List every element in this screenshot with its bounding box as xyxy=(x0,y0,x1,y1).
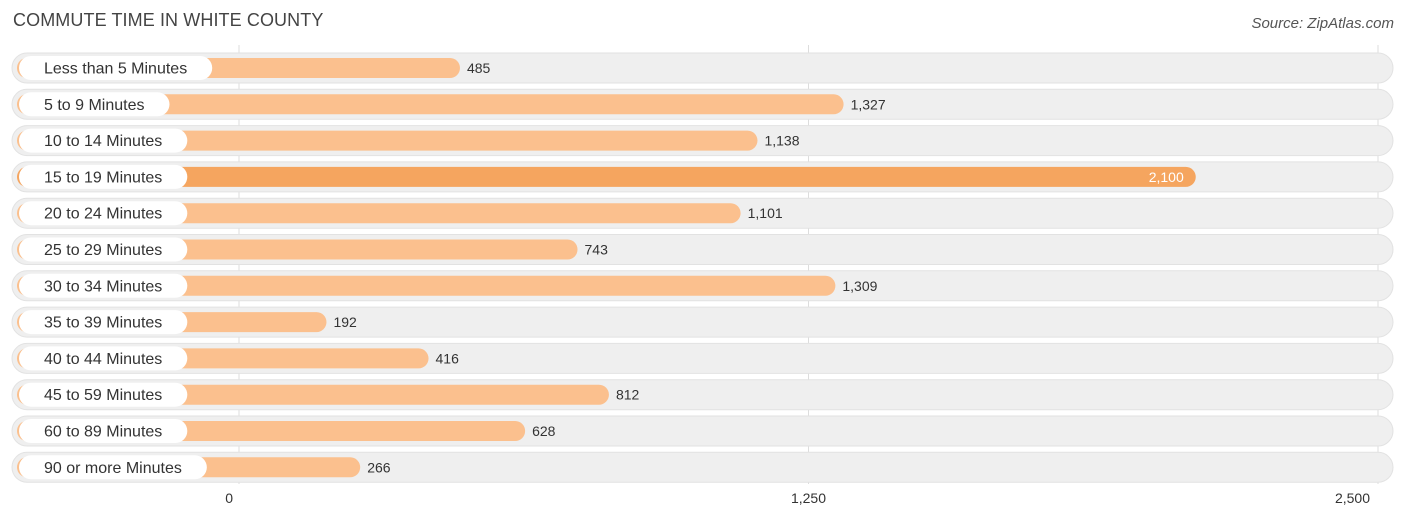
bar-row: 90 or more Minutes 266 xyxy=(11,451,1394,483)
category-label-pill xyxy=(19,310,188,335)
category-label: 40 to 44 Minutes xyxy=(44,351,162,368)
category-label: 10 to 14 Minutes xyxy=(44,133,162,150)
value-label: 416 xyxy=(436,350,460,366)
bar xyxy=(17,203,741,224)
value-label: 812 xyxy=(616,387,640,403)
category-label: Less than 5 Minutes xyxy=(44,61,187,78)
value-label: 1,309 xyxy=(842,278,877,294)
value-label: 192 xyxy=(333,314,357,330)
category-label: 5 to 9 Minutes xyxy=(44,97,145,114)
value-label: 266 xyxy=(367,459,391,475)
bar-row: 30 to 34 Minutes 1,309 xyxy=(11,270,1394,302)
row-background xyxy=(11,306,1394,338)
bar-row: 10 to 14 Minutes 1,138 xyxy=(11,125,1394,157)
bar-row: 5 to 9 Minutes 1,327 xyxy=(11,88,1394,120)
bar xyxy=(17,166,1196,187)
category-label-pill xyxy=(19,56,213,80)
category-label-pill xyxy=(19,201,188,226)
x-tick-label: 0 xyxy=(225,490,233,506)
rows-layer: Less than 5 Minutes 485 5 to 9 Minutes 1,32… xyxy=(11,52,1394,483)
value-label: 743 xyxy=(585,242,609,258)
value-label: 1,101 xyxy=(748,205,783,221)
category-label: 15 to 19 Minutes xyxy=(44,169,162,186)
x-tick-label: 1,250 xyxy=(791,490,826,506)
category-label-pill xyxy=(19,92,170,117)
category-label: 30 to 34 Minutes xyxy=(44,278,162,295)
category-label-pill xyxy=(19,128,188,153)
x-tick-label: 2,500 xyxy=(1335,490,1370,506)
category-label-pill xyxy=(19,273,188,298)
category-label-pill xyxy=(19,237,188,262)
category-label-pill xyxy=(19,346,188,371)
chart-source: Source: ZipAtlas.com xyxy=(1251,15,1394,32)
bar-row: 15 to 19 Minutes 2,100 xyxy=(11,161,1394,193)
category-label-pill xyxy=(19,455,207,480)
bar-row: Less than 5 Minutes 485 xyxy=(11,52,1394,84)
bar xyxy=(17,275,836,296)
bar xyxy=(17,94,844,115)
category-label: 45 to 59 Minutes xyxy=(44,387,162,404)
category-label: 20 to 24 Minutes xyxy=(44,206,162,223)
bar-row: 40 to 44 Minutes 416 xyxy=(11,342,1394,374)
category-label: 35 to 39 Minutes xyxy=(44,315,162,332)
chart-title: COMMUTE TIME IN WHITE COUNTY xyxy=(13,10,324,30)
bar-row: 60 to 89 Minutes 628 xyxy=(11,415,1394,447)
category-label: 60 to 89 Minutes xyxy=(44,424,162,441)
value-label: 2,100 xyxy=(1149,169,1184,185)
row-background xyxy=(11,451,1394,483)
value-label: 1,327 xyxy=(851,96,886,112)
category-label-pill xyxy=(19,164,188,189)
x-axis-ticks: 0 1,250 2,500 xyxy=(225,490,1370,506)
category-label: 25 to 29 Minutes xyxy=(44,242,162,259)
value-label: 485 xyxy=(467,60,491,76)
bar-row: 35 to 39 Minutes 192 xyxy=(11,306,1394,338)
value-label: 1,138 xyxy=(764,133,799,149)
category-label: 90 or more Minutes xyxy=(44,460,182,477)
bar-row: 45 to 59 Minutes 812 xyxy=(11,379,1394,411)
bar xyxy=(17,130,758,151)
value-label: 628 xyxy=(532,423,556,439)
bar-row: 25 to 29 Minutes 743 xyxy=(11,234,1394,265)
category-label-pill xyxy=(19,382,188,407)
category-label-pill xyxy=(19,419,188,443)
bar-row: 20 to 24 Minutes 1,101 xyxy=(11,197,1394,229)
